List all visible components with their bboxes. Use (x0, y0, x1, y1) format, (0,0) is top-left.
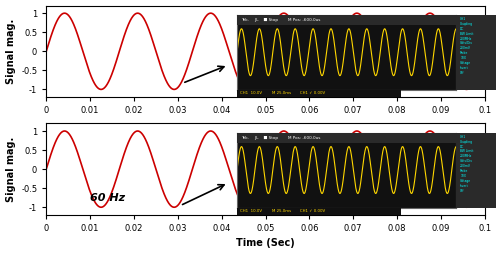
Text: 60 Hz: 60 Hz (90, 193, 125, 203)
Y-axis label: Signal mag.: Signal mag. (6, 136, 16, 202)
Text: 60 Hz: 60 Hz (310, 78, 344, 88)
X-axis label: Time (Sec): Time (Sec) (236, 239, 295, 248)
Y-axis label: Signal mag.: Signal mag. (6, 19, 16, 84)
